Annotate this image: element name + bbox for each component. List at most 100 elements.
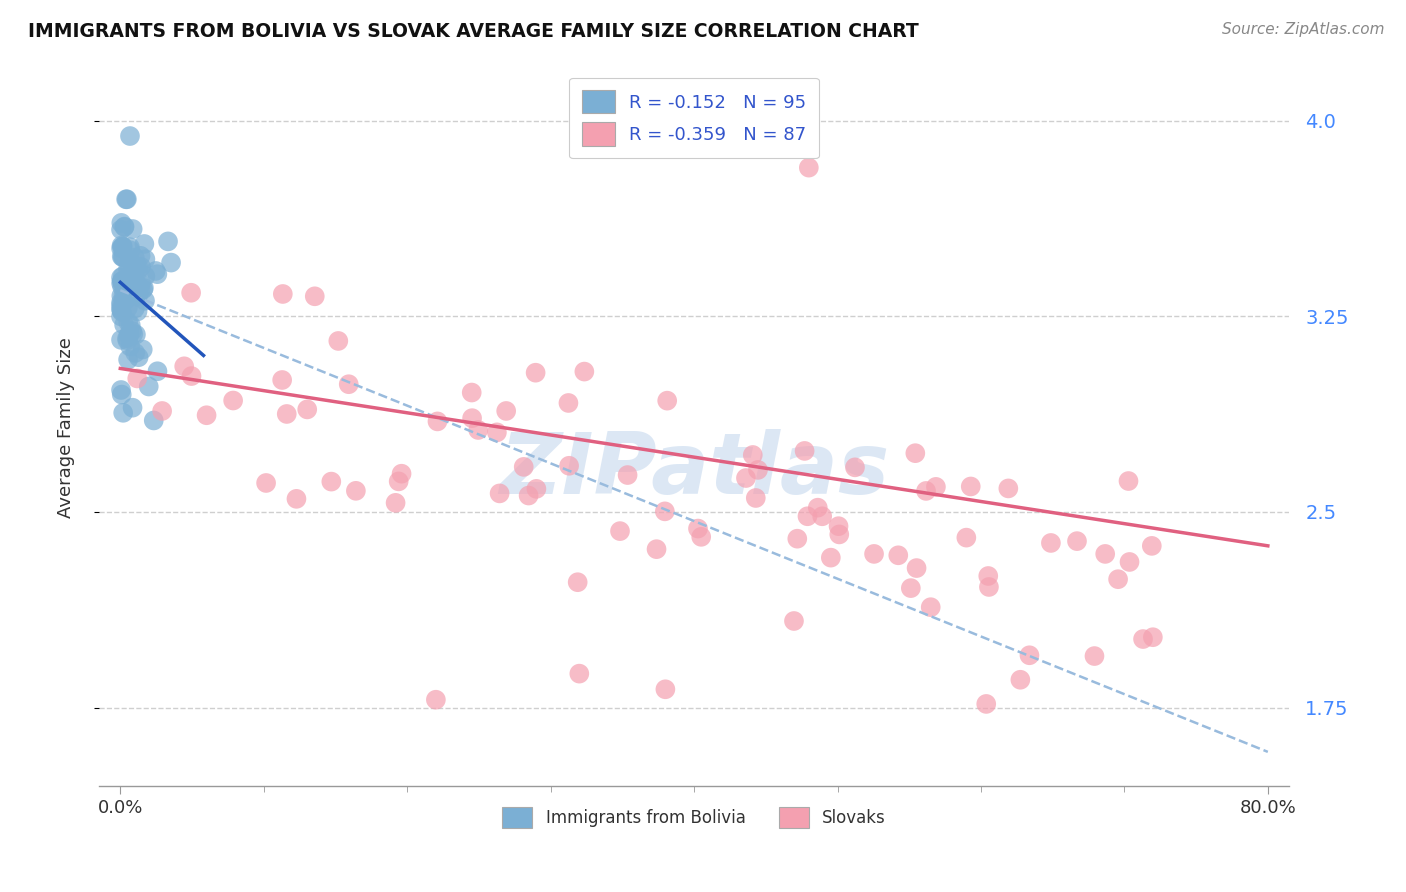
Point	[111, 280, 134, 294]
Point	[117, 334, 139, 348]
Point	[1132, 632, 1154, 646]
Point	[110, 298, 132, 312]
Point	[111, 239, 134, 253]
Point	[129, 260, 152, 274]
Point	[271, 287, 294, 301]
Point	[1039, 536, 1062, 550]
Point	[1107, 572, 1129, 586]
Point	[124, 301, 146, 316]
Point	[557, 396, 579, 410]
Point	[121, 324, 143, 338]
Point	[118, 326, 141, 341]
Point	[574, 365, 596, 379]
Point	[112, 288, 135, 302]
Point	[122, 327, 145, 342]
Point	[786, 532, 808, 546]
Point	[134, 252, 156, 267]
Point	[120, 340, 142, 354]
Point	[328, 334, 350, 348]
Point	[120, 268, 142, 283]
Point	[844, 460, 866, 475]
Point	[112, 277, 135, 292]
Point	[517, 489, 540, 503]
Point	[173, 359, 195, 374]
Point	[114, 285, 136, 300]
Point	[110, 276, 132, 290]
Point	[110, 289, 132, 303]
Point	[959, 479, 981, 493]
Point	[118, 260, 141, 275]
Point	[997, 482, 1019, 496]
Point	[461, 385, 484, 400]
Point	[117, 352, 139, 367]
Point	[110, 216, 132, 230]
Point	[828, 527, 851, 541]
Point	[110, 242, 132, 256]
Point	[117, 287, 139, 301]
Point	[321, 475, 343, 489]
Point	[111, 274, 134, 288]
Point	[920, 600, 942, 615]
Point	[807, 500, 830, 515]
Point	[124, 346, 146, 360]
Point	[915, 483, 938, 498]
Point	[125, 327, 148, 342]
Point	[115, 331, 138, 345]
Point	[146, 267, 169, 281]
Point	[461, 411, 484, 425]
Point	[254, 475, 277, 490]
Point	[384, 496, 406, 510]
Point	[118, 240, 141, 254]
Point	[110, 238, 132, 252]
Point	[132, 343, 155, 357]
Point	[111, 250, 134, 264]
Point	[195, 409, 218, 423]
Point	[127, 278, 149, 293]
Point	[1142, 630, 1164, 644]
Point	[118, 129, 141, 144]
Point	[645, 542, 668, 557]
Point	[1066, 534, 1088, 549]
Point	[745, 491, 768, 505]
Point	[121, 222, 143, 236]
Point	[783, 614, 806, 628]
Point	[115, 192, 138, 206]
Point	[110, 270, 132, 285]
Point	[120, 318, 142, 332]
Point	[797, 161, 820, 175]
Point	[863, 547, 886, 561]
Point	[111, 250, 134, 264]
Point	[115, 285, 138, 299]
Point	[485, 425, 508, 440]
Point	[110, 222, 132, 236]
Point	[110, 333, 132, 347]
Point	[388, 475, 411, 489]
Point	[150, 404, 173, 418]
Point	[118, 328, 141, 343]
Point	[127, 371, 149, 385]
Point	[271, 373, 294, 387]
Point	[887, 549, 910, 563]
Point	[827, 519, 849, 533]
Point	[110, 295, 132, 310]
Point	[344, 483, 367, 498]
Point	[129, 282, 152, 296]
Point	[138, 379, 160, 393]
Point	[391, 467, 413, 481]
Point	[285, 491, 308, 506]
Point	[128, 287, 150, 301]
Point	[127, 264, 149, 278]
Point	[114, 219, 136, 234]
Point	[120, 244, 142, 258]
Y-axis label: Average Family Size: Average Family Size	[58, 336, 75, 517]
Point	[160, 255, 183, 269]
Point	[567, 575, 589, 590]
Point	[796, 509, 818, 524]
Point	[115, 279, 138, 293]
Point	[276, 407, 298, 421]
Point	[337, 377, 360, 392]
Point	[488, 486, 510, 500]
Point	[118, 253, 141, 268]
Point	[793, 444, 815, 458]
Point	[977, 569, 1000, 583]
